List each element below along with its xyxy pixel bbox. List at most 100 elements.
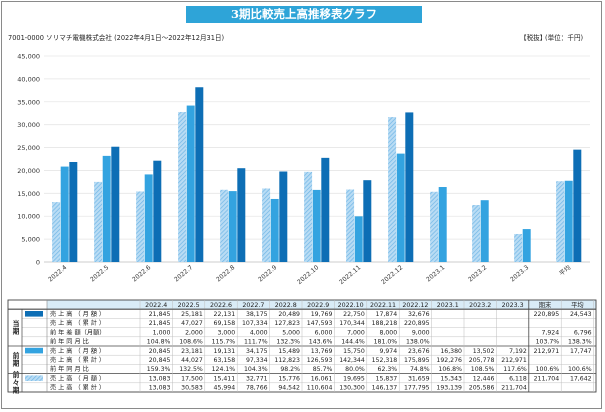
table-row-label: 売 上 高 （ 月 額 ）: [50, 347, 105, 355]
table-column-header: 2022.12: [402, 302, 428, 309]
table-cell: 152,318: [372, 357, 398, 364]
table-cell: 21,845: [149, 311, 171, 318]
table-column-header: 平均: [571, 300, 584, 309]
bar-two-prior: [514, 233, 523, 262]
table-cell: 32,771: [246, 375, 268, 382]
table-cell: 19,131: [214, 348, 236, 355]
table-cell: 108.5%: [471, 366, 495, 373]
table-cell: 104.8%: [147, 339, 171, 346]
table-cell: 211,704: [534, 375, 560, 382]
table-cell: 13,769: [311, 348, 333, 355]
bar-previous: [102, 155, 111, 262]
table-cell: 85.7%: [313, 366, 333, 373]
table-cell: 3,000: [217, 329, 235, 336]
table-cell: 211,704: [501, 385, 527, 392]
table-cell: 108.6%: [179, 339, 203, 346]
group-swatch: [25, 311, 43, 317]
table-cell: 6,118: [509, 375, 527, 382]
table-cell: 181.0%: [374, 339, 398, 346]
table-header-band: [140, 300, 596, 310]
table-column-header: 2022.7: [242, 302, 264, 309]
table-column-header: 2022.9: [307, 302, 329, 309]
bar-current: [405, 112, 414, 262]
table-cell: 115.7%: [212, 339, 236, 346]
table-cell: 20,845: [149, 348, 171, 355]
table-cell: 74.8%: [410, 366, 430, 373]
table-cell: 21,845: [149, 320, 171, 327]
table-cell: 117.6%: [503, 366, 527, 373]
table-cell: 6,000: [315, 329, 333, 336]
bar-two-prior: [430, 191, 439, 262]
table-cell: 34,175: [246, 348, 268, 355]
table-cell: 31,659: [408, 375, 430, 382]
bar-current: [195, 87, 204, 262]
table-cell: 1,000: [153, 329, 171, 336]
chart-gridlines: [44, 55, 590, 263]
table-cell: 24,543: [570, 311, 592, 318]
table-cell: 127,823: [274, 320, 300, 327]
table-column-header: 2022.10: [338, 302, 364, 309]
y-tick-label: 40,000: [17, 75, 40, 83]
table-cell: 32,676: [408, 311, 430, 318]
table-column-header: 2022.6: [210, 302, 232, 309]
bar-two-prior: [304, 171, 313, 262]
table-cell: 44,027: [181, 357, 203, 364]
bar-previous: [480, 200, 489, 262]
table-cell: 62.3%: [378, 366, 398, 373]
table-row-label: 前 年 同 月 比: [50, 365, 89, 373]
table-cell: 78,766: [246, 385, 268, 392]
table-cell: 7,000: [347, 329, 365, 336]
bar-two-prior: [136, 191, 145, 262]
table-cell: 9,000: [412, 329, 430, 336]
table-cell: 47,027: [181, 320, 203, 327]
table-column-header: 2023.1: [437, 302, 459, 309]
table-cell: 159.3%: [147, 366, 171, 373]
table-cell: 22,750: [343, 311, 365, 318]
bar-two-prior: [472, 205, 481, 262]
table-cell: 16,061: [311, 375, 333, 382]
table-cell: 17,874: [376, 311, 398, 318]
bar-previous: [438, 187, 447, 262]
table-row-label: 売 上 高 （ 月 額 ）: [50, 374, 105, 382]
unit-label: (単位：千円): [545, 34, 584, 42]
table-cell: 111.7%: [244, 339, 268, 346]
table-column-header: 2023.2: [469, 302, 491, 309]
table-cell: 80.0%: [345, 366, 365, 373]
sales-bar-chart: 0 5,000 10,000 15,000 20,000 25,000 30,000 35,0…: [17, 53, 590, 286]
bar-current: [321, 157, 330, 262]
table-cell: 16,380: [440, 348, 462, 355]
table-cell: 138.0%: [406, 339, 430, 346]
bar-two-prior: [94, 181, 103, 262]
table-row-label: 前 年 同 月 比: [50, 338, 89, 346]
table-cell: 15,776: [278, 375, 300, 382]
y-tick-label: 30,000: [17, 121, 40, 129]
table-cell: 38,175: [246, 311, 268, 318]
table-group-label: 当期: [11, 319, 19, 336]
y-tick-label: 0: [36, 259, 40, 267]
table-column-header: 2022.11: [370, 302, 396, 309]
table-cell: 13,083: [149, 385, 171, 392]
table-cell: 110,604: [307, 385, 333, 392]
table-cell: 17,747: [570, 348, 592, 355]
table-cell: 132.3%: [276, 339, 300, 346]
table-cell: 138.3%: [568, 339, 592, 346]
bar-two-prior: [388, 117, 397, 262]
table-cell: 19,695: [343, 375, 365, 382]
table-cell: 100.6%: [536, 366, 560, 373]
table-cell: 30,583: [181, 385, 203, 392]
table-cell: 69,158: [214, 320, 236, 327]
table-cell: 212,971: [534, 348, 560, 355]
table-row-label: 売 上 高 （ 累 計 ）: [50, 356, 105, 364]
y-tick-label: 5,000: [21, 236, 40, 244]
table-cell: 103.7%: [536, 339, 560, 346]
table-cell: 45,994: [214, 385, 236, 392]
table-cell: 20,489: [278, 311, 300, 318]
table-column-header: 期末: [539, 300, 552, 309]
table-cell: 9,974: [379, 348, 397, 355]
table-cell: 17,500: [181, 375, 203, 382]
table-cell: 106.8%: [438, 366, 462, 373]
bar-two-prior: [178, 111, 187, 262]
bar-two-prior: [220, 189, 229, 262]
table-cell: 12,446: [473, 375, 495, 382]
